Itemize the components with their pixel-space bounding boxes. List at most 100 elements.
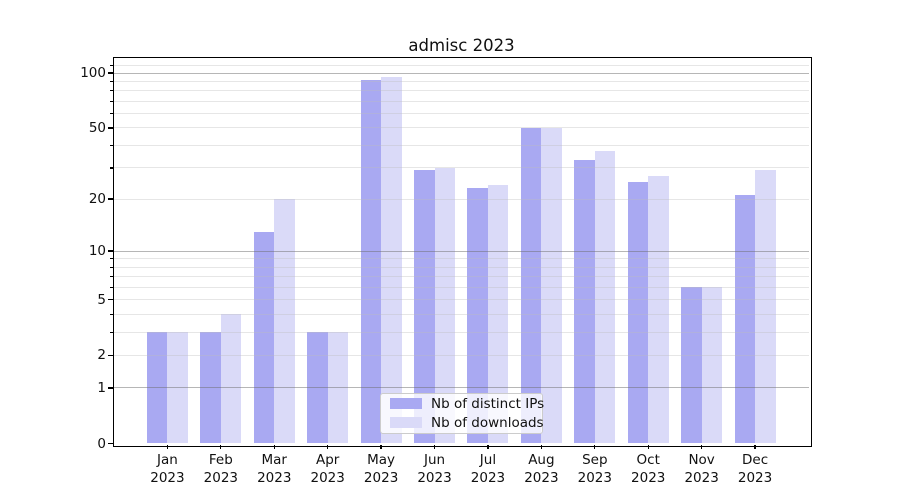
x-tick-label-year: 2023 [524, 469, 559, 486]
x-tick [754, 444, 756, 450]
x-tick-label: May 2023 [351, 451, 411, 487]
gridline-minor [114, 299, 809, 301]
gridline-minor [114, 144, 809, 146]
gridline-minor [114, 354, 809, 356]
gridline-minor [114, 331, 809, 333]
gridline-minor [114, 80, 809, 82]
legend-swatch-distinct-ips [390, 398, 422, 409]
bar-downloads [381, 77, 402, 444]
y-tick [108, 442, 113, 445]
x-tick-label: Sep 2023 [565, 451, 625, 487]
y-tick-label: 10 [88, 243, 106, 259]
legend-label-distinct-ips: Nb of distinct IPs [431, 395, 545, 412]
x-tick [327, 444, 329, 450]
bar-distinct-ips [681, 287, 702, 444]
x-tick [380, 444, 382, 450]
x-tick-label: Dec 2023 [725, 451, 785, 487]
y-minor-tick [110, 266, 113, 268]
gridline-minor [114, 112, 809, 114]
gridline-minor [114, 100, 809, 102]
y-minor-tick [110, 313, 113, 315]
x-tick-label-year: 2023 [684, 469, 719, 486]
gridline-minor [114, 64, 809, 66]
x-tick-label-year: 2023 [363, 469, 399, 486]
gridline-minor [114, 266, 809, 268]
legend-label-downloads: Nb of downloads [431, 414, 544, 431]
x-tick [701, 444, 703, 450]
y-tick-label: 50 [88, 119, 106, 136]
y-minor-tick [110, 90, 113, 92]
y-minor-tick [110, 144, 113, 147]
bar-downloads [541, 127, 562, 444]
gridline-major [114, 387, 809, 389]
x-tick-label: Jan 2023 [137, 451, 197, 487]
x-tick [273, 444, 275, 450]
gridline-minor [114, 286, 809, 288]
x-tick [487, 444, 489, 450]
y-minor-tick [110, 100, 113, 102]
x-tick-label: Jun 2023 [405, 451, 465, 487]
legend: Nb of distinct IPs Nb of downloads [380, 392, 544, 434]
gridline-minor [114, 276, 809, 278]
bar-distinct-ips [520, 127, 542, 444]
gridline-minor [114, 313, 809, 315]
x-tick-label-year: 2023 [631, 469, 666, 486]
y-minor-tick [110, 167, 113, 169]
bar-downloads [487, 185, 509, 444]
y-tick [108, 127, 113, 129]
gridline-minor [114, 167, 809, 169]
y-minor-tick [110, 286, 113, 288]
x-tick-label-year: 2023 [577, 469, 612, 486]
y-minor-tick [110, 112, 113, 115]
x-tick [220, 444, 222, 450]
bar-downloads [594, 151, 616, 444]
y-tick-label: 2 [97, 347, 106, 364]
y-minor-tick [110, 275, 113, 278]
gridline-minor [114, 127, 809, 129]
x-tick-label: Oct 2023 [618, 451, 678, 487]
gridline-minor [114, 198, 809, 200]
x-tick-label: Jul 2023 [458, 451, 518, 487]
x-tick-label-year: 2023 [417, 469, 452, 486]
bar-downloads [220, 314, 242, 444]
x-tick [433, 444, 436, 450]
bar-distinct-ips [627, 181, 649, 444]
bar-distinct-ips [253, 231, 275, 444]
bar-downloads [648, 175, 669, 444]
gridline-minor [114, 258, 809, 260]
y-tick [108, 198, 113, 200]
gridline-major [114, 250, 809, 252]
y-tick [108, 299, 113, 301]
x-tick [166, 444, 169, 450]
y-minor-tick [110, 64, 113, 67]
y-tick-label: 1 [97, 379, 106, 396]
bar-downloads [755, 170, 776, 444]
y-tick-label: 0 [97, 435, 106, 452]
legend-entry-distinct-ips: Nb of distinct IPs [390, 396, 544, 412]
x-tick-label-year: 2023 [150, 469, 185, 486]
bar-distinct-ips [574, 160, 595, 444]
x-tick-label-year: 2023 [310, 469, 345, 486]
legend-swatch-downloads [390, 417, 422, 428]
bar-downloads [434, 167, 456, 444]
legend-entry-downloads: Nb of downloads [390, 415, 544, 431]
gridline-minor [114, 90, 809, 92]
y-tick [108, 354, 113, 356]
chart-title: admisc 2023 [408, 36, 515, 55]
y-tick [108, 72, 113, 74]
x-tick-label: Apr 2023 [298, 451, 358, 487]
y-tick-label: 5 [97, 291, 106, 308]
x-tick [647, 444, 649, 450]
bar-downloads [701, 287, 723, 444]
x-tick-label-year: 2023 [257, 469, 292, 486]
x-tick-label-year: 2023 [470, 469, 506, 486]
y-minor-tick [110, 258, 113, 260]
gridline-major [114, 72, 809, 74]
bar-distinct-ips [360, 79, 382, 444]
x-tick [540, 444, 543, 450]
y-minor-tick [110, 331, 113, 333]
y-tick [108, 387, 113, 389]
x-tick-label: Feb 2023 [191, 451, 251, 487]
bar-distinct-ips [734, 195, 756, 444]
